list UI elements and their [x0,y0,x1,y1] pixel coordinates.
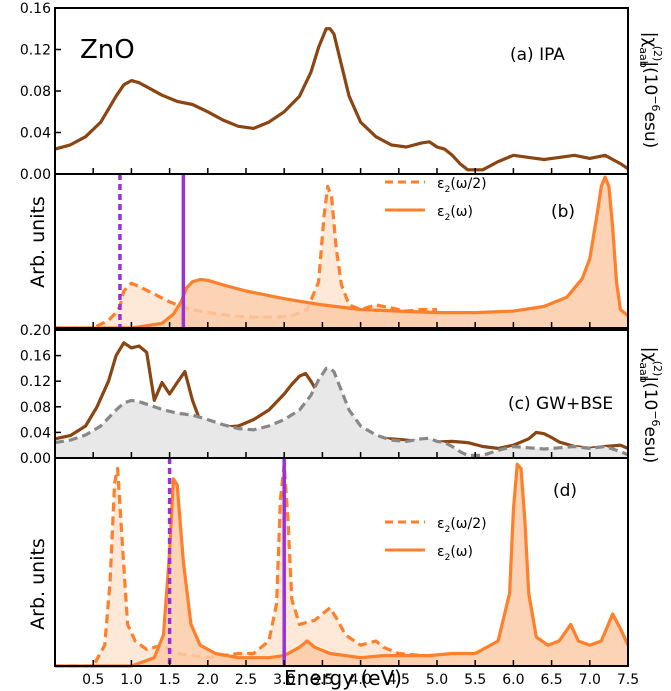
panel-b-series-0-fill [55,186,437,328]
panel-c-series-1-line [54,366,629,457]
panel-c-series-0-line [54,341,629,450]
x-tick-label: 6.0 [502,672,524,688]
panel-a-ytick-label: 0.00 [20,167,51,183]
x-tick-label: 7.0 [579,672,601,688]
x-tick-label: 3.5 [311,672,333,688]
legend-d-solid-label: ε2(ω) [437,544,473,563]
x-tick-label: 1.5 [158,672,180,688]
panel-c-ytick-label: 0.12 [20,374,51,390]
x-tick-label: 0.5 [82,672,104,688]
panel-a-ytick-label: 0.12 [20,43,51,59]
x-tick-label: 5.5 [464,672,486,688]
panel-b-series-1-line [55,175,630,330]
panel-c-ytick-label: 0.20 [20,323,51,339]
annotation-d: (d) [553,481,577,501]
panel-c-ytick-label: 0.08 [20,400,51,416]
x-tick-label: 4.5 [388,672,410,688]
legend-b-dashed-label: ε2(ω/2) [437,176,487,195]
x-tick-label: 1.0 [120,672,142,688]
x-tick-label: 2.5 [235,672,257,688]
panel-d: 0.5 1.0 1.5 2.0 2.5 3.0 3.5 4.0 4.5 5.0 5.5 6.0 6.5 7… [54,457,639,688]
x-tick-label: 2.0 [197,672,219,688]
panel-a-series-0-line [54,27,629,172]
ylabel-chi2-bottom: |χaab(2)|(10−6esu) [637,347,664,464]
panel-b [54,173,630,330]
panel-a-ytick-label: 0.04 [20,126,51,142]
panel-d-series-0-line [55,462,438,668]
x-tick-label: 4.0 [349,672,371,688]
ylabel-arb-units-b: Arb. units [27,196,49,288]
panel-c-ytick-label: 0.00 [20,451,51,467]
material-label: ZnO [80,35,135,65]
ylabel-arb-units-d: Arb. units [27,538,49,630]
legend-d: ε2(ω/2) ε2(ω) [385,516,487,563]
panel-c-ytick-label: 0.16 [20,349,51,365]
svg-text:|χaab(2)|(10−6esu): |χaab(2)|(10−6esu) [637,347,664,464]
x-tick-label: 7.5 [617,672,639,688]
legend-b: ε2(ω/2) ε2(ω) [385,176,487,223]
panel-a-ytick-label: 0.16 [20,1,51,17]
annotation-b: (b) [551,202,575,222]
panel-a-ytick-label: 0.08 [20,84,51,100]
legend-b-solid-label: ε2(ω) [437,204,473,223]
x-tick-label: 6.5 [540,672,562,688]
x-tick-label: 3.0 [273,672,295,688]
panel-c-ytick-label: 0.04 [20,425,51,441]
legend-d-dashed-label: ε2(ω/2) [437,516,487,535]
x-axis-title: Energy (eV) [284,666,402,690]
panel-d-series-1-line [55,462,630,668]
panel-a-frame [54,7,629,175]
x-tick-label: 5.0 [426,672,448,688]
panel-c-series-1-fill [55,368,628,458]
svg-text:|χaab(2)|(10−6esu): |χaab(2)|(10−6esu) [637,32,664,149]
ylabel-chi2-top: |χaab(2)|(10−6esu) [637,32,664,149]
panel-a: 0.00 0.04 0.08 0.12 0.16 [20,1,629,183]
panel-b-series-1-fill [55,177,628,328]
panel-b-frame [54,173,629,329]
annotation-c: (c) GW+BSE [508,394,613,414]
panel-d-frame [54,457,629,667]
annotation-a: (a) IPA [510,45,565,65]
